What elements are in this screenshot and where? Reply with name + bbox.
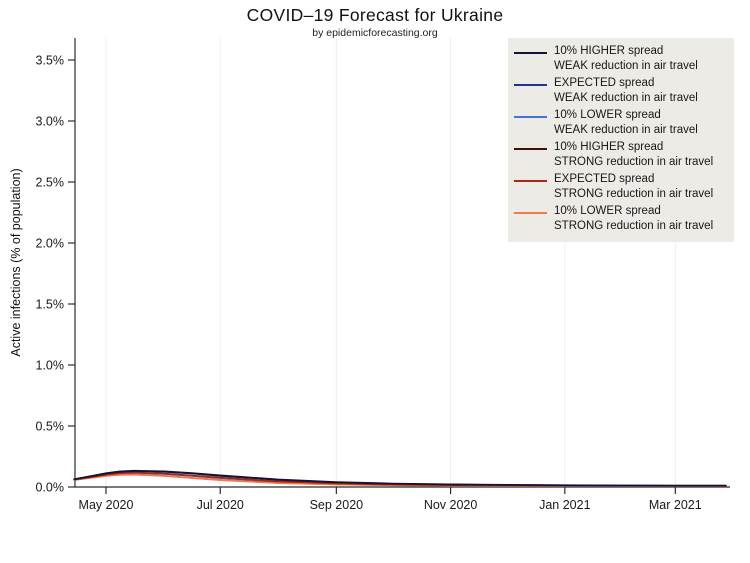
legend-line-swatch [514, 148, 547, 150]
chart-subtitle: by epidemicforecasting.org [312, 27, 438, 39]
legend-label-line1: EXPECTED spread [554, 77, 655, 89]
legend-label: 10% LOWER spread WEAK reduction in air tr… [554, 108, 698, 138]
legend-label: 10% HIGHER spread STRONG reduction in air… [554, 140, 713, 170]
legend-label: EXPECTED spread WEAK reduction in air tra… [554, 76, 698, 106]
y-tick-label: 1.5% [36, 298, 65, 312]
y-tick-label: 2.0% [36, 237, 65, 251]
legend-label: EXPECTED spread STRONG reduction in air t… [554, 172, 713, 202]
forecast-line [73, 469, 727, 487]
legend-label-line1: 10% LOWER spread [554, 109, 661, 121]
legend: 10% HIGHER spread WEAK reduction in air t… [508, 38, 734, 242]
x-tick-label: Mar 2021 [649, 498, 702, 512]
legend-label-line2: WEAK reduction in air travel [554, 92, 698, 104]
y-tick-label: 0.5% [36, 420, 65, 434]
x-tick-label: Nov 2020 [424, 498, 478, 512]
y-tick-label: 1.0% [36, 359, 65, 373]
legend-label-line1: 10% HIGHER spread [554, 45, 664, 57]
legend-item-1: EXPECTED spread WEAK reduction in air tra… [514, 76, 730, 106]
legend-label-line2: STRONG reduction in air travel [554, 220, 714, 232]
legend-item-5: 10% LOWER spread STRONG reduction in air … [514, 204, 730, 234]
legend-label-line1: 10% HIGHER spread [554, 141, 664, 153]
legend-label-line2: STRONG reduction in air travel [554, 156, 714, 168]
legend-item-2: 10% LOWER spread WEAK reduction in air tr… [514, 108, 730, 138]
y-tick-label: 0.0% [36, 481, 65, 495]
legend-line-swatch [514, 84, 547, 86]
chart-title: COVID–19 Forecast for Ukraine [246, 5, 504, 25]
legend-line-swatch [514, 180, 547, 182]
legend-line-swatch [514, 52, 547, 54]
y-tick-label: 2.5% [36, 176, 65, 190]
legend-label-line1: EXPECTED spread [554, 173, 655, 185]
y-axis-title: Active infections (% of population) [9, 168, 23, 356]
legend-label-line2: WEAK reduction in air travel [554, 124, 698, 136]
x-tick-label: Jan 2021 [539, 498, 590, 512]
legend-line-swatch [514, 116, 547, 118]
x-tick-label: Jul 2020 [197, 498, 244, 512]
legend-label: 10% LOWER spread STRONG reduction in air … [554, 204, 713, 234]
legend-item-3: 10% HIGHER spread STRONG reduction in air… [514, 140, 730, 170]
legend-label-line1: 10% LOWER spread [554, 205, 661, 217]
x-tick-label: Sep 2020 [310, 498, 364, 512]
legend-label-line2: STRONG reduction in air travel [554, 188, 714, 200]
legend-item-4: EXPECTED spread STRONG reduction in air t… [514, 172, 730, 202]
y-tick-label: 3.5% [36, 54, 65, 68]
x-tick-label: May 2020 [79, 498, 134, 512]
y-tick-label: 3.0% [36, 115, 65, 129]
legend-item-0: 10% HIGHER spread WEAK reduction in air t… [514, 44, 730, 74]
legend-label-line2: WEAK reduction in air travel [554, 60, 698, 72]
legend-label: 10% HIGHER spread WEAK reduction in air t… [554, 44, 698, 74]
legend-line-swatch [514, 212, 547, 214]
